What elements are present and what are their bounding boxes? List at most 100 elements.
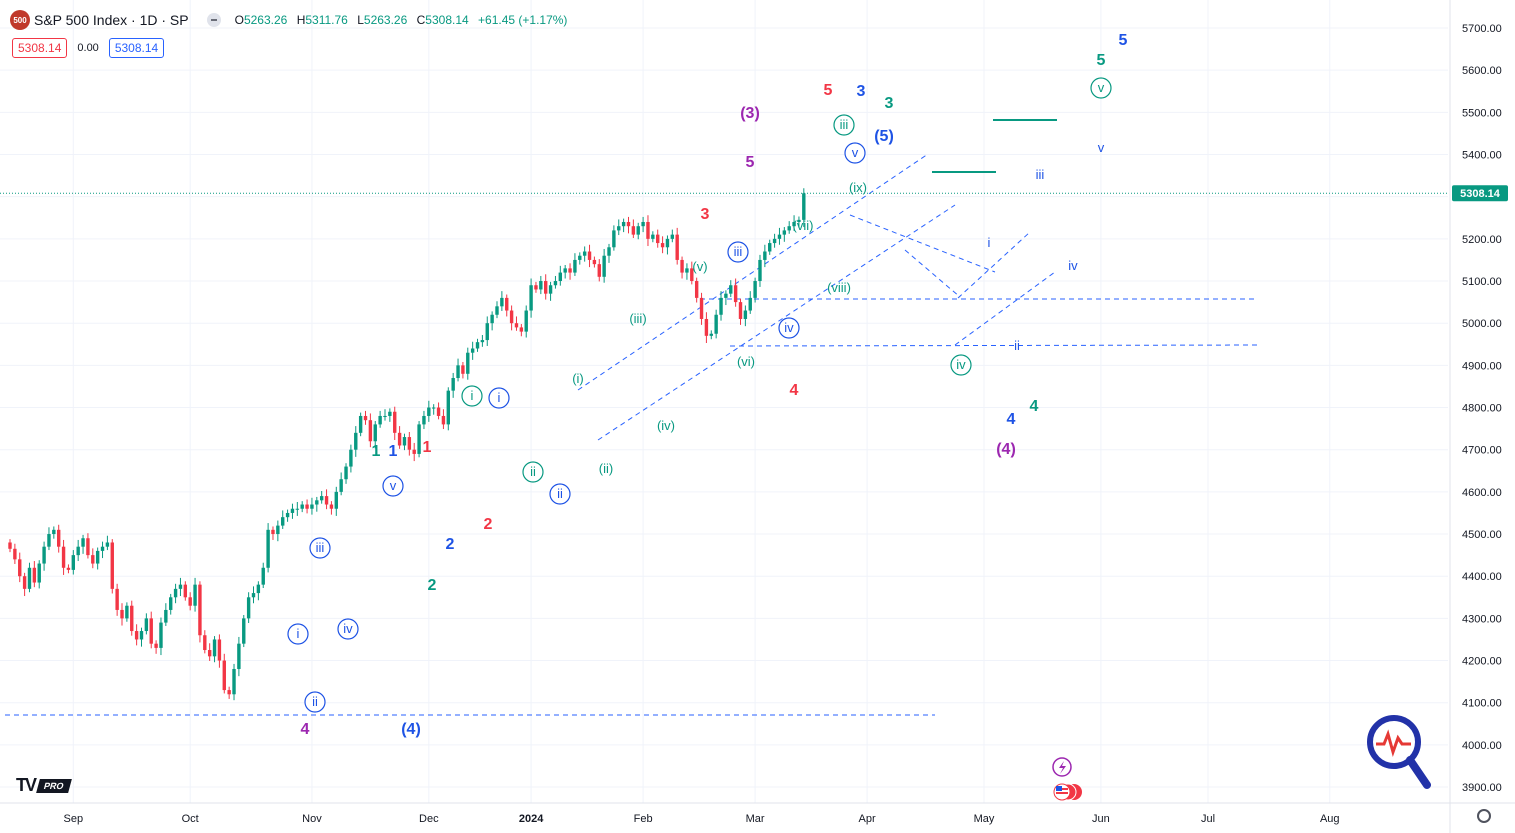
wave-label-text: v [852,145,859,160]
wave-label-teal[interactable]: (vii) [793,218,814,233]
wave-label-blue[interactable]: v [382,475,404,497]
wave-label-teal[interactable]: (vi) [737,354,755,369]
wave-label-text: iv [784,320,794,335]
candle [47,527,51,551]
wave-label-text: 3 [857,83,866,100]
wave-label-blue[interactable]: 4 [1007,411,1016,428]
wave-label-teal[interactable]: 1 [372,443,381,460]
wave-label-blue[interactable]: i [287,623,309,645]
collapse-icon[interactable] [206,13,221,27]
wave-label-teal[interactable]: iv [950,354,972,376]
wave-label-teal[interactable]: 2 [428,577,437,594]
candle [748,291,752,314]
wave-label-blue[interactable]: iv [1068,258,1078,273]
x-tick-label: Aug [1320,813,1340,825]
lightning-event-icon[interactable] [1052,757,1072,777]
wave-label-blue[interactable]: iii [309,537,331,559]
wave-label-blue[interactable]: (5) [874,128,894,145]
candle [729,280,733,298]
wave-label-teal[interactable]: v [1090,77,1112,99]
wave-label-blue[interactable]: iii [727,241,749,263]
wave-label-teal[interactable]: (iii) [629,311,646,326]
candle [456,358,460,382]
candle [130,600,134,636]
wave-label-text: (5) [874,128,894,145]
wave-label-blue[interactable]: iv [337,618,359,640]
wave-label-teal[interactable]: (i) [572,371,584,386]
wave-label-teal[interactable]: iii [833,114,855,136]
wave-label-blue[interactable]: iii [1036,167,1045,182]
wave-label-red[interactable]: 3 [701,206,710,223]
wave-label-blue[interactable]: ii [1014,338,1020,353]
wave-label-red[interactable]: 5 [824,82,833,99]
wave-label-teal[interactable]: (v) [692,259,707,274]
candle [144,613,149,635]
candle [568,263,572,280]
wave-label-purple[interactable]: 5 [746,154,755,171]
wave-label-blue[interactable]: i [488,387,510,409]
wave-label-teal[interactable]: 4 [1030,398,1039,415]
wave-label-teal[interactable]: (ix) [849,180,867,195]
candle [704,312,709,344]
wave-label-purple[interactable]: (4) [996,441,1016,458]
ohlc-values: O5263.26 H5311.76 L5263.26 C5308.14 +61.… [235,13,574,27]
candle [719,291,723,321]
wave-label-teal[interactable]: (iv) [657,418,675,433]
y-tick-label: 5000.00 [1462,318,1502,330]
x-tick-label: Jun [1092,813,1110,825]
candle [13,543,17,564]
wave-label-blue[interactable]: (4) [401,721,421,738]
wave-label-text: iv [1068,258,1078,273]
y-tick-label: 5500.00 [1462,107,1502,119]
candle [276,520,280,542]
wave-label-blue[interactable]: ii [304,691,326,713]
wave-label-text: iii [840,117,849,132]
wave-label-text: 2 [446,536,455,553]
low-label: L [357,13,364,27]
candle [290,503,295,519]
wave-label-teal[interactable]: 3 [885,95,894,112]
candle [95,547,100,570]
symbol-title[interactable]: S&P 500 Index · 1D · SP [34,12,189,28]
candle [694,277,699,303]
buy-button[interactable]: 5308.14 [108,38,165,58]
candle [305,499,309,514]
wave-label-red[interactable]: 1 [423,439,432,456]
wave-label-blue[interactable]: v [844,142,866,164]
symbol-logo-icon[interactable]: 500 [10,10,30,30]
wave-label-teal[interactable]: (ii) [599,461,613,476]
candle [714,309,718,339]
wave-label-text: 4 [301,721,310,738]
wave-label-blue[interactable]: 3 [857,83,866,100]
candle [772,233,777,248]
settings-gear-icon[interactable] [1477,809,1491,823]
wave-label-red[interactable]: 2 [484,516,493,533]
candle [466,347,470,380]
sell-button[interactable]: 5308.14 [12,38,68,58]
wave-label-blue[interactable]: iv [778,317,800,339]
tradingview-logo[interactable]: TV PRO [16,775,72,796]
wave-label-text: i [297,626,300,641]
price-axis[interactable]: 3900.00 4000.00 4100.00 4200.00 4300.00 4400.… [1449,0,1508,833]
candle [461,361,465,379]
wave-label-purple[interactable]: (3) [740,105,760,122]
wave-label-blue[interactable]: ii [549,483,571,505]
wave-label-text: ii [557,486,563,501]
wave-label-blue[interactable]: i [988,235,991,250]
wave-label-purple[interactable]: 4 [301,721,310,738]
wave-label-teal[interactable]: 5 [1097,52,1106,69]
wave-label-blue[interactable]: 5 [1119,32,1128,49]
time-axis[interactable]: Sep Oct Nov Dec 2024 Feb Mar Apr May Jun Jul Aug [0,802,1515,825]
wave-label-blue[interactable]: 1 [389,443,398,460]
wave-label-teal[interactable]: ii [522,461,544,483]
wave-label-blue[interactable]: v [1098,140,1105,155]
candle [612,225,616,251]
wave-label-blue[interactable]: 2 [446,536,455,553]
wave-label-teal[interactable]: (viii) [827,280,851,295]
us-flag-event-icon[interactable] [1053,783,1082,801]
wave-label-teal[interactable]: i [461,385,483,407]
candle [578,252,582,265]
x-tick-label: Mar [746,813,765,825]
wave-label-red[interactable]: 4 [790,382,799,399]
